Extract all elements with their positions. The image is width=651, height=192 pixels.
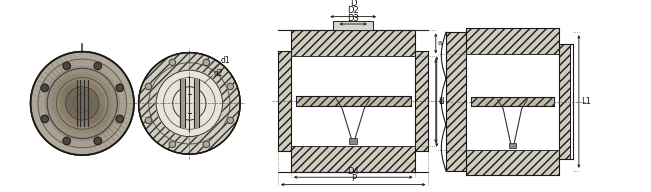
Text: D2: D2 [348,6,359,15]
Circle shape [63,62,70,70]
Circle shape [116,115,124,123]
Text: d: d [439,97,444,106]
Circle shape [156,70,223,137]
Bar [508,143,516,148]
Circle shape [41,84,48,92]
Circle shape [60,81,104,126]
Circle shape [38,59,126,148]
Text: D4: D4 [348,167,359,176]
Circle shape [203,141,210,147]
Circle shape [139,53,240,154]
Bar [291,146,415,172]
Bar [350,138,357,144]
Bar [466,28,559,54]
Text: D3: D3 [347,14,359,23]
Bar [180,79,185,127]
Bar [333,21,374,31]
Circle shape [63,137,70,145]
Circle shape [31,52,134,155]
Bar [278,51,291,151]
Circle shape [139,53,240,154]
Circle shape [227,83,234,90]
Circle shape [41,115,48,123]
Circle shape [227,117,234,124]
Circle shape [46,66,119,140]
Bar [559,44,570,159]
Circle shape [94,62,102,70]
Text: a: a [437,40,442,46]
Text: L1: L1 [581,97,590,106]
Circle shape [203,59,210,66]
Circle shape [169,59,176,66]
Bar [291,31,415,56]
Circle shape [94,137,102,145]
Circle shape [116,84,124,92]
Bar [466,150,559,175]
Circle shape [145,83,152,90]
Bar [415,51,428,151]
Circle shape [169,141,176,147]
Text: d2: d2 [214,69,223,78]
Circle shape [53,74,112,133]
Circle shape [68,89,97,118]
Bar [471,97,554,106]
Circle shape [145,117,152,124]
Circle shape [31,52,134,155]
Bar [446,32,466,171]
Text: P: P [351,174,355,183]
Bar [296,96,411,106]
Text: D: D [350,0,357,8]
Text: L: L [437,97,442,106]
Bar [194,79,199,127]
Text: d1: d1 [221,56,230,65]
